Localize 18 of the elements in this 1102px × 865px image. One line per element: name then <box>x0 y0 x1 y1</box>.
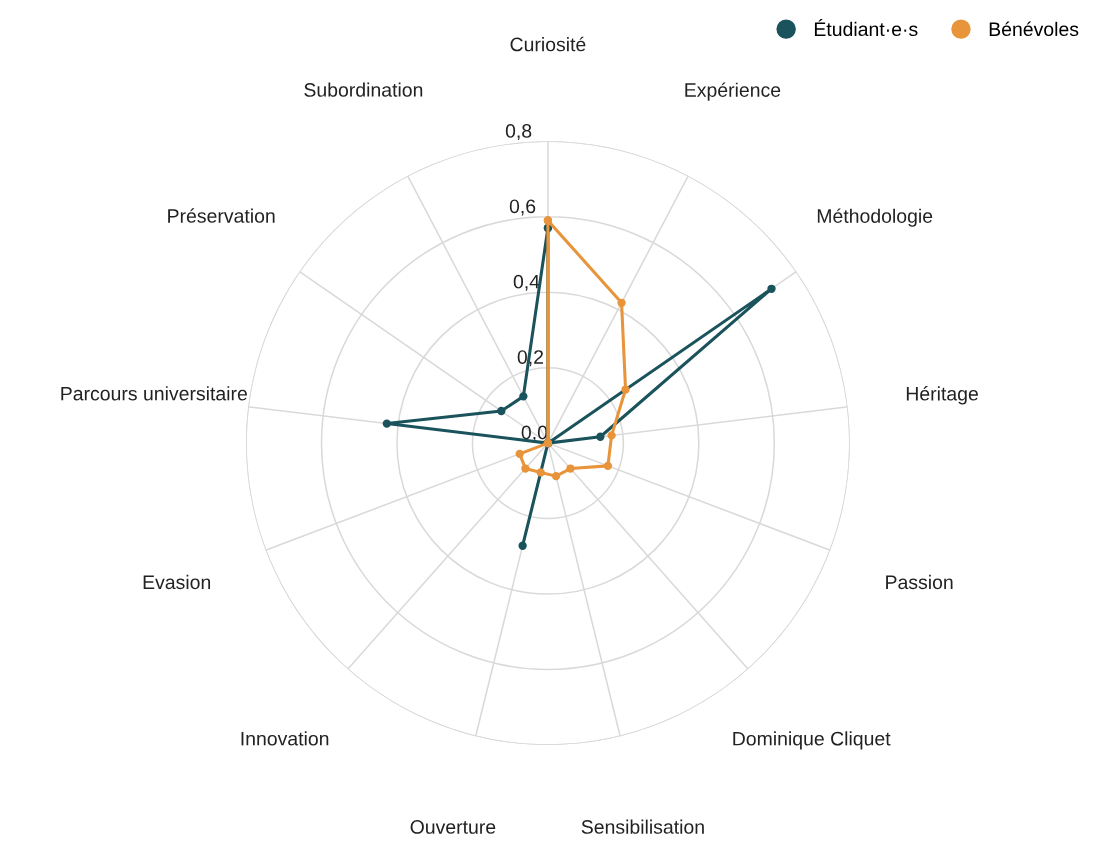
spoke-label: Expérience <box>685 82 781 101</box>
spoke-label: Parcours universitaire <box>61 386 247 401</box>
spoke-label: Curiosité <box>510 36 586 52</box>
spoke-label: Evasion <box>143 574 211 590</box>
legend-label: Étudiant·e·s <box>814 19 918 37</box>
spoke-label: Ouverture <box>410 820 496 834</box>
spoke-label: Sensibilisation <box>581 819 704 834</box>
spoke-label: Préservation <box>168 208 275 223</box>
spoke-label: Héritage <box>906 386 978 405</box>
y-tick-label: 0,4 <box>513 274 540 291</box>
spoke-label: Innovation <box>241 731 329 746</box>
spoke-label: Dominique Cliquet <box>733 731 891 750</box>
y-tick-label: 0,8 <box>505 124 532 141</box>
legend-label: Bénévoles <box>989 21 1079 37</box>
spoke-label: Passion <box>886 574 953 590</box>
y-tick-label: 0,6 <box>509 199 536 216</box>
spoke-label: Subordination <box>304 82 423 97</box>
spoke-label: Méthodologie <box>817 208 933 227</box>
